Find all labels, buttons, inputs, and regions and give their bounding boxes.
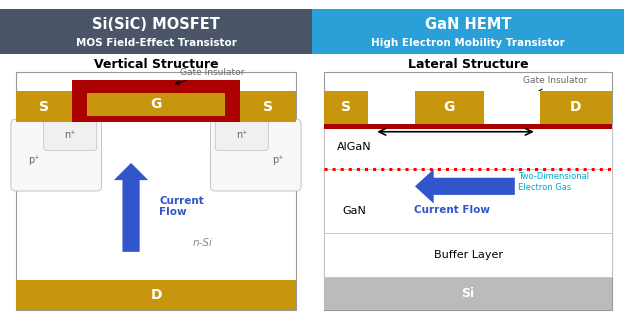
Text: S: S: [39, 100, 49, 114]
Text: MOS Field-Effect Transistor: MOS Field-Effect Transistor: [76, 38, 236, 48]
Text: GaN HEMT: GaN HEMT: [425, 16, 511, 32]
Text: n-Si: n-Si: [193, 238, 213, 247]
Text: GaN: GaN: [342, 206, 366, 216]
Text: Si(SiC) MOSFET: Si(SiC) MOSFET: [92, 16, 220, 32]
Text: D: D: [150, 288, 162, 302]
FancyBboxPatch shape: [11, 119, 101, 191]
Text: Two-Dimensional
Electron Gas: Two-Dimensional Electron Gas: [518, 172, 589, 192]
FancyBboxPatch shape: [324, 169, 612, 233]
FancyBboxPatch shape: [87, 93, 225, 116]
FancyBboxPatch shape: [72, 80, 240, 122]
Text: AlGaN: AlGaN: [337, 142, 371, 152]
FancyBboxPatch shape: [484, 91, 540, 124]
FancyBboxPatch shape: [324, 91, 612, 124]
FancyBboxPatch shape: [16, 91, 296, 122]
Text: Current
Flow: Current Flow: [159, 196, 204, 217]
FancyBboxPatch shape: [44, 119, 97, 150]
Text: Lateral Structure: Lateral Structure: [407, 58, 529, 70]
FancyBboxPatch shape: [312, 9, 624, 54]
FancyBboxPatch shape: [324, 233, 612, 277]
Text: High Electron Mobility Transistor: High Electron Mobility Transistor: [371, 38, 565, 48]
Text: Buffer Layer: Buffer Layer: [434, 250, 502, 260]
Text: Current Flow: Current Flow: [414, 205, 490, 215]
FancyBboxPatch shape: [16, 280, 296, 310]
Text: D: D: [570, 100, 582, 114]
Text: n⁺: n⁺: [236, 130, 248, 140]
FancyArrow shape: [415, 169, 515, 204]
FancyBboxPatch shape: [324, 124, 612, 169]
FancyBboxPatch shape: [16, 72, 296, 310]
FancyBboxPatch shape: [215, 119, 268, 150]
Text: Gate Insulator: Gate Insulator: [496, 76, 588, 119]
FancyBboxPatch shape: [324, 72, 612, 310]
Text: Si: Si: [461, 287, 475, 300]
Text: S: S: [341, 100, 351, 114]
FancyBboxPatch shape: [211, 119, 301, 191]
FancyBboxPatch shape: [324, 113, 612, 129]
Text: p⁺: p⁺: [29, 155, 40, 165]
FancyBboxPatch shape: [368, 91, 415, 124]
Text: Gate Insulator: Gate Insulator: [175, 68, 245, 85]
Text: G: G: [444, 100, 455, 114]
FancyBboxPatch shape: [324, 91, 368, 124]
FancyBboxPatch shape: [324, 277, 612, 310]
FancyBboxPatch shape: [415, 91, 484, 124]
FancyBboxPatch shape: [0, 9, 312, 54]
Text: Vertical Structure: Vertical Structure: [94, 58, 218, 70]
FancyBboxPatch shape: [540, 91, 612, 124]
Text: n⁺: n⁺: [64, 130, 76, 140]
Text: G: G: [150, 97, 162, 111]
Text: p⁺: p⁺: [272, 155, 283, 165]
Text: S: S: [263, 100, 273, 114]
FancyArrow shape: [114, 163, 149, 252]
